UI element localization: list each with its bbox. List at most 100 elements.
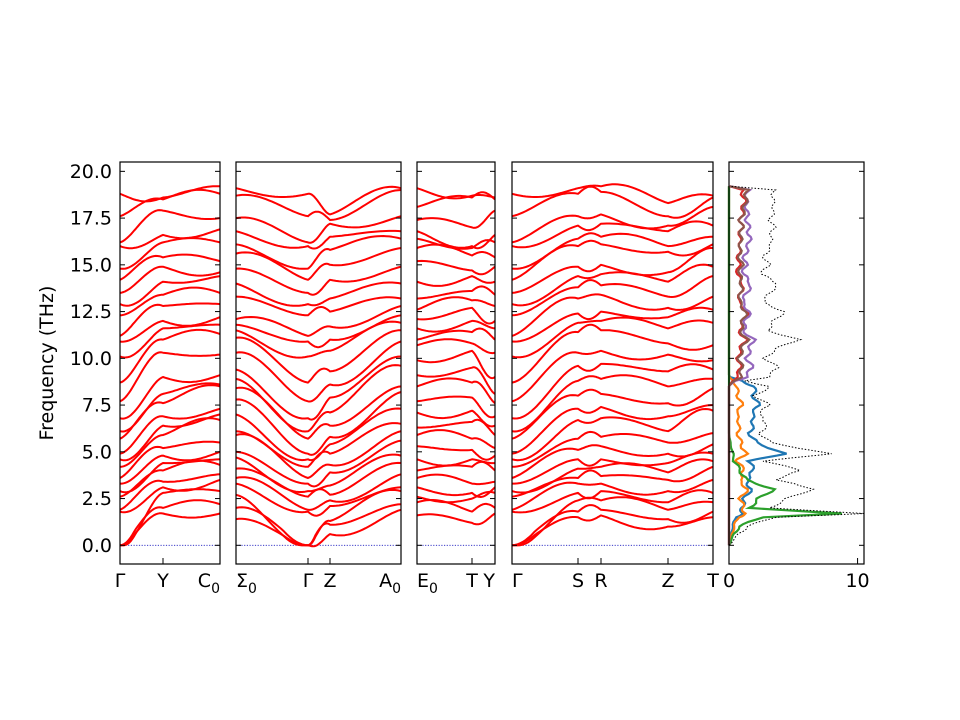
- phonon-band-line: [119, 328, 221, 384]
- phonon-band-line: [416, 458, 496, 467]
- phonon-band-line: [235, 185, 402, 216]
- phonon-band-line: [119, 265, 221, 294]
- phonon-band-line: [416, 306, 496, 325]
- phonon-band-line: [119, 209, 221, 244]
- y-tick-label: 2.5: [82, 488, 112, 510]
- phonon-band-line: [416, 418, 496, 436]
- y-tick-label: 17.5: [70, 208, 112, 230]
- phonon-band-line: [416, 319, 496, 333]
- phonon-band-line: [416, 377, 496, 404]
- phonon-band-line: [235, 265, 402, 296]
- phonon-band-line: [119, 374, 221, 420]
- phonon-band-line: [119, 237, 221, 270]
- phonon-band-line: [511, 247, 713, 294]
- phonon-band-line: [235, 364, 402, 433]
- phonon-band-line: [511, 514, 714, 547]
- k-path-label: Y: [156, 570, 169, 592]
- phonon-band-line: [235, 235, 402, 270]
- phonon-band-line: [235, 453, 402, 493]
- phonon-band-line: [119, 323, 221, 359]
- phonon-band-line: [235, 482, 402, 517]
- phonon-band-line: [119, 351, 221, 403]
- phonon-band-line: [119, 440, 221, 479]
- phonon-band-line: [235, 439, 402, 488]
- k-path-label: S: [572, 570, 584, 592]
- phonon-band-line: [511, 183, 714, 205]
- phonon-band-line: [235, 391, 402, 456]
- panel-frames: [119, 161, 865, 565]
- k-path-label: Γ: [512, 570, 523, 592]
- k-path-label: E0: [417, 570, 438, 597]
- phonon-band-line: [511, 220, 714, 249]
- phonon-band-line: [235, 215, 402, 244]
- k-path-label: Σ0: [236, 570, 257, 597]
- phonon-band-line: [416, 460, 496, 472]
- phonon-band-line: [511, 374, 714, 433]
- phonon-band-line: [119, 253, 221, 281]
- phonon-band-line: [416, 191, 496, 208]
- dos-x-tick-label: 10: [845, 570, 869, 592]
- phonon-band-line: [511, 404, 713, 455]
- phonon-band-line: [416, 349, 496, 380]
- phonon-band-line: [512, 451, 714, 485]
- phonon-band-line: [416, 209, 496, 229]
- phonon-band-line: [511, 185, 714, 219]
- partial-dos-curve: [727, 186, 750, 546]
- phonon-band-line: [511, 458, 714, 494]
- phonon-band-line: [120, 450, 221, 485]
- phonon-band-line: [511, 323, 714, 384]
- phonon-band-line: [416, 429, 496, 450]
- phonon-band-line: [416, 296, 496, 311]
- phonon-band-line: [416, 473, 496, 486]
- partial-dos-curve: [727, 186, 787, 546]
- phonon-band-line: [416, 366, 496, 395]
- phonon-band-line: [119, 407, 221, 455]
- phonon-band-line: [119, 488, 221, 547]
- phonon-band-line: [235, 314, 402, 349]
- phonon-band-line: [416, 490, 496, 504]
- phonon-band-line: [416, 275, 496, 287]
- phonon-band-line: [235, 508, 402, 548]
- partial-dos-curve: [727, 186, 842, 546]
- phonon-band-line: [511, 205, 714, 244]
- k-path-label: Z: [323, 570, 336, 592]
- phonon-band-line: [235, 503, 402, 547]
- phonon-band-line: [511, 239, 714, 281]
- phonon-band-line: [119, 382, 221, 433]
- phonon-band-line: [235, 305, 402, 337]
- phonon-band-line: [511, 306, 714, 343]
- band-panel-frame: [511, 161, 714, 565]
- k-path-label: Z: [661, 570, 674, 592]
- phonon-band-line: [416, 445, 496, 461]
- phonon-band-line: [511, 275, 714, 317]
- k-path-label: Y: [482, 570, 495, 592]
- k-path-label: T: [465, 570, 478, 592]
- phonon-band-line: [416, 187, 496, 200]
- k-path-label: Γ: [303, 570, 314, 592]
- phonon-band-line: [119, 302, 221, 337]
- y-tick-label: 0.0: [82, 535, 112, 557]
- phonon-band-line: [416, 486, 496, 498]
- phonon-band-line: [119, 286, 221, 317]
- axis-ticks: [119, 170, 864, 564]
- phonon-band-line: [119, 228, 221, 250]
- phonon-band-line: [119, 188, 221, 218]
- phonon-band-line: [416, 237, 496, 250]
- axis-labels: Γ Y C0 Σ0 Γ Z A0 E0 T Y Γ S R Z T0.02.55.07.510.012.51…: [70, 161, 870, 597]
- phonon-band-line: [235, 488, 402, 547]
- phonon-band-line: [119, 275, 221, 307]
- band-panel-frame: [119, 161, 221, 565]
- phonon-band-line: [416, 285, 496, 300]
- total-dos-curve: [728, 185, 864, 546]
- phonon-band-line: [416, 259, 496, 276]
- phonon-band-line: [511, 430, 714, 468]
- phonon-band-line: [235, 295, 402, 317]
- phonon-band-line: [511, 443, 714, 479]
- phonon-band-line: [235, 340, 402, 403]
- phonon-band-line: [119, 458, 221, 494]
- phonon-band-line: [511, 408, 714, 462]
- band-panel-frame: [235, 161, 402, 565]
- phonon-band-line: [511, 496, 714, 547]
- phonon-band-line: [119, 478, 221, 514]
